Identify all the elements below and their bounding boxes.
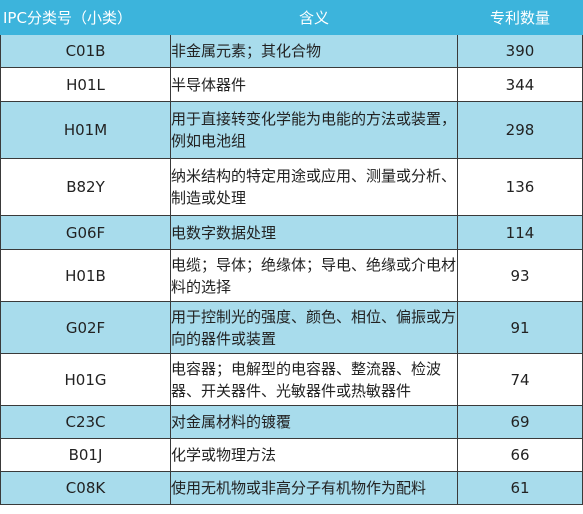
table-row: H01G 电容器；电解型的电容器、整流器、检波器、开关器件、光敏器件或热敏器件 … [0, 353, 583, 406]
ipc-code-cell: C08K [0, 471, 171, 505]
ipc-code-cell: H01M [0, 101, 171, 159]
meaning-cell: 用于直接转变化学能为电能的方法或装置，例如电池组 [170, 101, 458, 159]
table-row: G02F 用于控制光的强度、颜色、相位、偏振或方向的器件或装置 91 [0, 301, 583, 354]
meaning-cell: 非金属元素；其化合物 [170, 34, 458, 68]
ipc-code-cell: G02F [0, 301, 171, 354]
count-cell: 136 [457, 158, 583, 216]
ipc-code-cell: H01L [0, 67, 171, 102]
count-cell: 61 [457, 471, 583, 505]
count-cell: 91 [457, 301, 583, 354]
ipc-code-cell: B01J [0, 438, 171, 472]
count-cell: 390 [457, 34, 583, 68]
table-row: C23C 对金属材料的镀覆 69 [0, 405, 583, 439]
header-row: IPC分类号（小类） 含义 专利数量 [0, 0, 583, 35]
ipc-code-cell: G06F [0, 215, 171, 250]
table-row: B01J 化学或物理方法 66 [0, 438, 583, 472]
count-cell: 74 [457, 353, 583, 406]
table-row: B82Y 纳米结构的特定用途或应用、测量或分析、制造或处理 136 [0, 158, 583, 216]
meaning-cell: 纳米结构的特定用途或应用、测量或分析、制造或处理 [170, 158, 458, 216]
table-header: IPC分类号（小类） 含义 专利数量 [0, 0, 583, 35]
meaning-cell: 用于控制光的强度、颜色、相位、偏振或方向的器件或装置 [170, 301, 458, 354]
ipc-code-cell: B82Y [0, 158, 171, 216]
count-cell: 298 [457, 101, 583, 159]
header-ipc-code: IPC分类号（小类） [0, 0, 171, 35]
meaning-cell: 电容器；电解型的电容器、整流器、检波器、开关器件、光敏器件或热敏器件 [170, 353, 458, 406]
ipc-code-cell: H01B [0, 249, 171, 302]
count-cell: 93 [457, 249, 583, 302]
ipc-code-cell: C23C [0, 405, 171, 439]
meaning-cell: 半导体器件 [170, 67, 458, 102]
table-row: C01B 非金属元素；其化合物 390 [0, 34, 583, 68]
count-cell: 344 [457, 67, 583, 102]
header-patent-count: 专利数量 [457, 0, 583, 35]
table-row: G06F 电数字数据处理 114 [0, 215, 583, 250]
meaning-cell: 电缆；导体；绝缘体；导电、绝缘或介电材料的选择 [170, 249, 458, 302]
meaning-cell: 化学或物理方法 [170, 438, 458, 472]
table-row: H01L 半导体器件 344 [0, 67, 583, 102]
ipc-code-cell: H01G [0, 353, 171, 406]
table-row: C08K 使用无机物或非高分子有机物作为配料 61 [0, 471, 583, 505]
ipc-code-cell: C01B [0, 34, 171, 68]
count-cell: 69 [457, 405, 583, 439]
table-body: C01B 非金属元素；其化合物 390 H01L 半导体器件 344 H01M … [0, 34, 583, 505]
count-cell: 66 [457, 438, 583, 472]
table-row: H01M 用于直接转变化学能为电能的方法或装置，例如电池组 298 [0, 101, 583, 159]
count-cell: 114 [457, 215, 583, 250]
meaning-cell: 电数字数据处理 [170, 215, 458, 250]
meaning-cell: 使用无机物或非高分子有机物作为配料 [170, 471, 458, 505]
meaning-cell: 对金属材料的镀覆 [170, 405, 458, 439]
table-row: H01B 电缆；导体；绝缘体；导电、绝缘或介电材料的选择 93 [0, 249, 583, 302]
header-meaning: 含义 [170, 0, 458, 35]
